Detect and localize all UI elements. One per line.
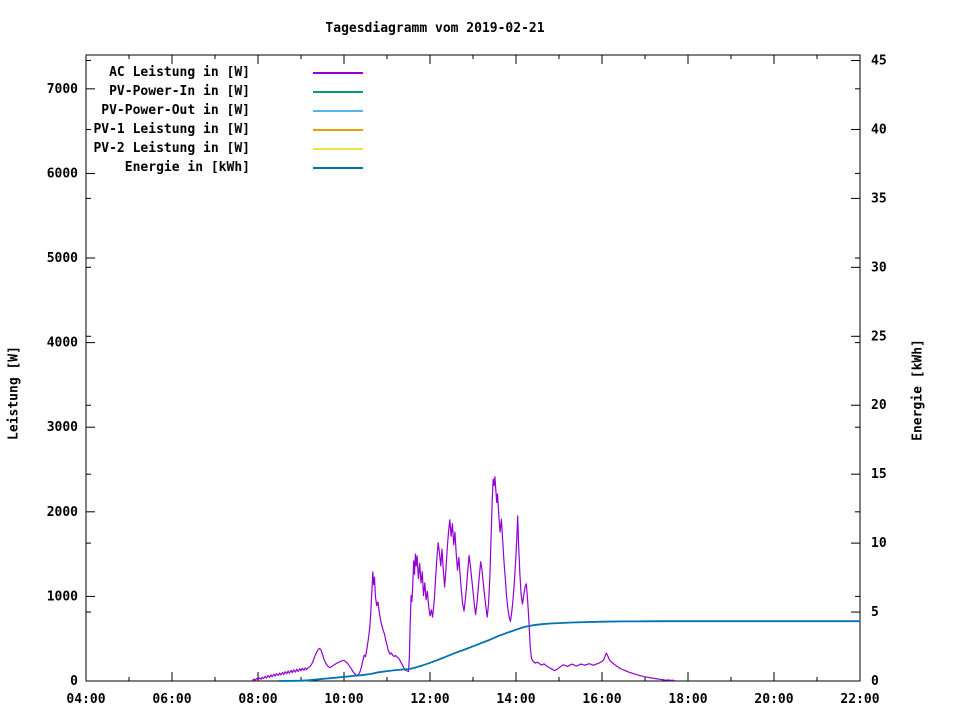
legend-label: PV-1 Leistung in [W] (93, 122, 250, 137)
legend-label: PV-Power-In in [W] (109, 84, 250, 99)
y-right-tick-label: 10 (871, 536, 887, 551)
x-axis-tick-label: 10:00 (324, 692, 363, 707)
y-left-tick-label: 3000 (47, 420, 78, 435)
legend-line-sample (313, 128, 363, 131)
x-axis-tick-label: 16:00 (582, 692, 621, 707)
legend-row: AC Leistung in [W] (90, 63, 363, 82)
y-right-tick-label: 40 (871, 122, 887, 137)
y-left-tick-label: 0 (70, 674, 78, 689)
x-axis-tick-label: 18:00 (668, 692, 707, 707)
series-energie (278, 620, 860, 682)
x-axis-tick-label: 20:00 (754, 692, 793, 707)
legend-line-sample (313, 147, 363, 150)
legend-row: PV-1 Leistung in [W] (90, 120, 363, 139)
y-left-tick-label: 6000 (47, 166, 78, 181)
x-axis-tick-label: 22:00 (840, 692, 879, 707)
legend-line-sample (313, 166, 363, 169)
legend-label: AC Leistung in [W] (109, 65, 250, 80)
legend-line-sample (313, 90, 363, 93)
y-left-tick-label: 7000 (47, 82, 78, 97)
legend-label: PV-Power-Out in [W] (101, 103, 250, 118)
x-axis-tick-label: 04:00 (66, 692, 105, 707)
y-right-tick-label: 20 (871, 398, 887, 413)
y-right-tick-label: 25 (871, 329, 887, 344)
y-left-tick-label: 4000 (47, 336, 78, 351)
legend-line-sample (313, 109, 363, 112)
legend-label: PV-2 Leistung in [W] (93, 141, 250, 156)
series-ac-leistung (251, 476, 676, 682)
legend-row: PV-Power-In in [W] (90, 82, 363, 101)
x-axis-tick-label: 14:00 (496, 692, 535, 707)
y-right-tick-label: 0 (871, 674, 879, 689)
y-left-tick-label: 1000 (47, 589, 78, 604)
legend-row: PV-2 Leistung in [W] (90, 139, 363, 158)
y-left-axis-title: Leistung [W] (6, 346, 22, 440)
y-right-tick-label: 45 (871, 54, 887, 69)
y-left-tick-label: 5000 (47, 251, 78, 266)
y-right-tick-label: 30 (871, 260, 887, 275)
x-axis-tick-label: 12:00 (410, 692, 449, 707)
x-axis-tick-label: 06:00 (152, 692, 191, 707)
legend-row: Energie in [kWh] (90, 158, 363, 177)
legend-label: Energie in [kWh] (124, 160, 250, 175)
y-right-tick-label: 35 (871, 191, 887, 206)
legend: AC Leistung in [W] PV-Power-In in [W] PV-P… (90, 63, 363, 177)
legend-row: PV-Power-Out in [W] (90, 101, 363, 120)
chart-title: Tagesdiagramm vom 2019-02-21 (325, 21, 545, 36)
legend-line-sample (313, 71, 363, 74)
y-left-tick-label: 2000 (47, 505, 78, 520)
x-axis-tick-label: 08:00 (238, 692, 277, 707)
y-right-tick-label: 15 (871, 467, 887, 482)
y-right-tick-label: 5 (871, 605, 879, 620)
y-right-axis-title: Energie [kWh] (910, 339, 926, 441)
